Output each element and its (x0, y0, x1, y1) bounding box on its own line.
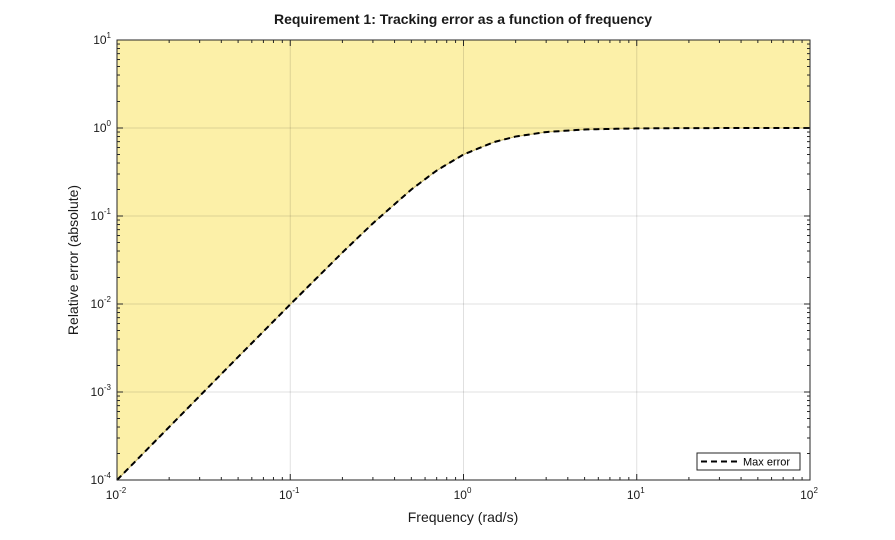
y-tick-label: 10-3 (91, 383, 112, 399)
y-axis-label: Relative error (absolute) (65, 185, 81, 335)
x-tick-label: 100 (454, 486, 472, 502)
x-tick-label: 101 (627, 486, 645, 502)
x-tick-label: 10-2 (106, 486, 127, 502)
legend-box (696, 452, 801, 471)
y-tick-label: 10-1 (91, 207, 112, 223)
x-tick-label: 10-1 (279, 486, 300, 502)
x-axis-label: Frequency (rad/s) (408, 509, 518, 525)
y-tick-label: 101 (93, 31, 111, 47)
series-line-max-error (116, 127, 810, 481)
y-tick-label: 10-4 (91, 471, 112, 487)
shaded-region (117, 40, 810, 480)
y-axis-ticks: 10-4 10-3 10-2 10-1 100 101 (91, 31, 810, 487)
legend: Max error (696, 452, 801, 471)
y-tick-label: 100 (93, 119, 111, 135)
x-axis-ticks: 10-2 10-1 100 101 102 (106, 40, 818, 502)
y-tick-label: 10-2 (91, 295, 112, 311)
legend-label-max-error: Max error (743, 457, 790, 469)
chart-title: Requirement 1: Tracking error as a funct… (274, 11, 652, 27)
x-tick-label: 102 (800, 486, 818, 502)
